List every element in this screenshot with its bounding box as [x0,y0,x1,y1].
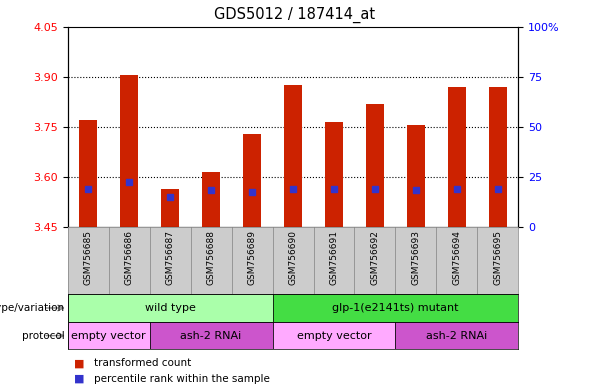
Bar [395,322,518,349]
Bar [161,189,180,227]
Bar [243,134,262,227]
Text: empty vector: empty vector [297,331,371,341]
Text: transformed count: transformed count [94,358,191,368]
Text: GSM756689: GSM756689 [247,230,257,285]
Text: protocol: protocol [22,331,65,341]
Text: GSM756695: GSM756695 [494,230,502,285]
Bar [325,122,343,227]
Bar [79,120,97,227]
Bar [150,322,273,349]
Text: ■: ■ [74,374,84,384]
Bar [273,322,395,349]
Text: GSM756694: GSM756694 [452,230,461,285]
Text: GSM756687: GSM756687 [166,230,175,285]
Text: glp-1(e2141ts) mutant: glp-1(e2141ts) mutant [332,303,459,313]
Text: genotype/variation: genotype/variation [0,303,65,313]
Bar [448,87,466,227]
Text: empty vector: empty vector [71,331,146,341]
Text: GSM756693: GSM756693 [411,230,421,285]
Text: GSM756691: GSM756691 [329,230,339,285]
Bar [68,322,150,349]
Text: GSM756692: GSM756692 [370,230,379,285]
Bar [284,85,302,227]
Text: GSM756685: GSM756685 [84,230,92,285]
Bar [68,294,273,322]
Bar [120,75,138,227]
Text: GSM756686: GSM756686 [125,230,134,285]
Text: ash-2 RNAi: ash-2 RNAi [426,331,488,341]
Text: ash-2 RNAi: ash-2 RNAi [180,331,241,341]
Text: GSM756690: GSM756690 [289,230,297,285]
Text: wild type: wild type [145,303,196,313]
Text: GSM756688: GSM756688 [207,230,216,285]
Bar [273,294,518,322]
Text: ■: ■ [74,358,84,368]
Bar [489,87,507,227]
Bar [406,125,425,227]
Text: GDS5012 / 187414_at: GDS5012 / 187414_at [214,7,375,23]
Text: percentile rank within the sample: percentile rank within the sample [94,374,270,384]
Bar [366,104,384,227]
Bar [202,172,220,227]
